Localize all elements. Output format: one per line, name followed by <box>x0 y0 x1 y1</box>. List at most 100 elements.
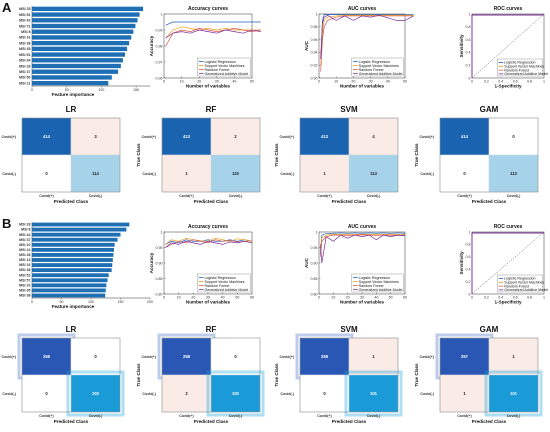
series-line <box>320 15 414 72</box>
tick-label: 0.90 <box>156 261 163 265</box>
tick-label: MSI 13 <box>19 258 30 262</box>
tick-label: 0.85 <box>156 277 163 281</box>
tick-label: MSI 37 <box>19 238 30 242</box>
axis-label: Predicted Class <box>472 199 507 204</box>
tick-label: 1 <box>161 12 163 16</box>
row-label: Covid(+) <box>2 355 17 359</box>
chart-title: GAM <box>480 325 499 334</box>
row-label: Covid(-) <box>2 392 16 396</box>
confusion-matrix-gam: GAM 257 1 1 101 Covid(+) Covid(-) Covid(+) Covid… <box>414 325 543 424</box>
cell-value: 2 <box>185 391 188 396</box>
tick-label: MSI 45 <box>19 47 30 51</box>
matrix-border <box>439 337 539 413</box>
legend-entry: Random Forest <box>359 68 384 72</box>
matrix-cell <box>70 117 121 156</box>
cell-value: 102 <box>92 391 100 396</box>
series-line <box>165 28 261 47</box>
matrix-cell <box>210 117 261 156</box>
tick-label: MSI 72 <box>19 24 30 28</box>
row-label: Covid(+) <box>280 135 295 139</box>
confusion-matrix-gam: GAM 414 0 0 113 Covid(+) Covid(-) Covid(+) Covid… <box>414 105 539 204</box>
axis-label: Accuracy <box>149 35 154 56</box>
tick-label: 0.4 <box>498 80 503 84</box>
tick-label: MSI 8 <box>21 30 30 34</box>
matrix-cell <box>21 117 72 156</box>
bar <box>32 6 144 12</box>
cell-value: 115 <box>232 171 239 176</box>
col-label: Covid(-) <box>229 194 243 198</box>
tick-label: 0.80 <box>311 292 318 296</box>
roc-chart: ROC curves 00 0.2 0.2 0.4 0.4 0.6 0.6 0.8 0.8 1 1 1-… <box>459 224 548 305</box>
roc-line <box>471 232 544 294</box>
chart-title: ROC curves <box>494 224 523 230</box>
row-label: Covid(+) <box>420 135 435 139</box>
series-line <box>320 14 414 59</box>
series-line <box>320 234 406 257</box>
row-label: Covid(-) <box>420 172 434 176</box>
cell-value: 114 <box>92 171 99 176</box>
bar <box>32 247 115 252</box>
tick-label: 1 <box>316 230 318 234</box>
col-label: Covid(-) <box>507 194 521 198</box>
legend-box <box>351 57 404 77</box>
matrix-border <box>21 337 121 413</box>
series-line <box>320 232 406 254</box>
tick-label: MSI 24 <box>19 248 30 252</box>
tick-label: 30 <box>215 80 219 84</box>
bar <box>32 52 126 57</box>
cell-glow <box>66 370 125 417</box>
legend-entry: Random Forest <box>204 68 229 72</box>
bar <box>32 23 136 29</box>
col-label: Covid(+) <box>179 414 194 418</box>
matrix-cell <box>488 374 539 413</box>
axis-label: True Class <box>136 363 141 387</box>
col-label: Covid(+) <box>317 194 332 198</box>
bar <box>32 227 127 232</box>
tick-label: 0.90 <box>311 76 318 80</box>
tick-label: 50 <box>250 80 254 84</box>
tick-label: MSI 28 <box>19 64 30 68</box>
matrix-cell <box>299 374 350 413</box>
tick-label: 10 <box>334 80 338 84</box>
legend-entry: Support Vector Machines <box>504 281 544 285</box>
col-label: Covid(-) <box>367 414 381 418</box>
chart-title: GAM <box>480 105 499 114</box>
cell-glow <box>484 370 543 417</box>
legend-entry: Generalized Additive Model <box>204 288 248 292</box>
legend-entry: Generalized Additive Model <box>504 288 548 292</box>
cell-value: 101 <box>510 391 518 396</box>
legend-entry: Support Vector Machines <box>504 65 544 69</box>
bar <box>32 258 113 262</box>
cell-value: 0 <box>323 391 326 396</box>
row-label: Covid(-) <box>420 392 434 396</box>
bar <box>32 237 118 242</box>
legend-entry: Random Forest <box>359 284 384 288</box>
tick-label: 10 <box>180 80 184 84</box>
tick-label: 0.95 <box>156 246 163 250</box>
tick-label: 50 <box>235 296 239 300</box>
matrix-cell <box>161 337 212 376</box>
tick-label: 10 <box>177 296 181 300</box>
bar <box>32 278 108 283</box>
tick-label: MSI 38 <box>19 41 30 45</box>
matrix-cell <box>70 154 121 193</box>
cell-glow <box>206 370 265 417</box>
col-label: Covid(+) <box>457 194 472 198</box>
col-label: Covid(-) <box>229 414 243 418</box>
cell-value: 0 <box>45 171 48 176</box>
row-label: Covid(-) <box>280 172 294 176</box>
tick-label: MSI 16 <box>19 263 30 267</box>
tick-label: 0.85 <box>311 277 318 281</box>
tick-label: 0.98 <box>311 25 318 29</box>
tick-label: 0.96 <box>311 38 318 42</box>
legend-entry: Support Vector Machines <box>359 280 399 284</box>
tick-label: MSI 8 <box>21 228 30 232</box>
roc-line <box>471 14 544 78</box>
tick-label: 20 <box>346 296 350 300</box>
col-label: Covid(-) <box>89 414 103 418</box>
